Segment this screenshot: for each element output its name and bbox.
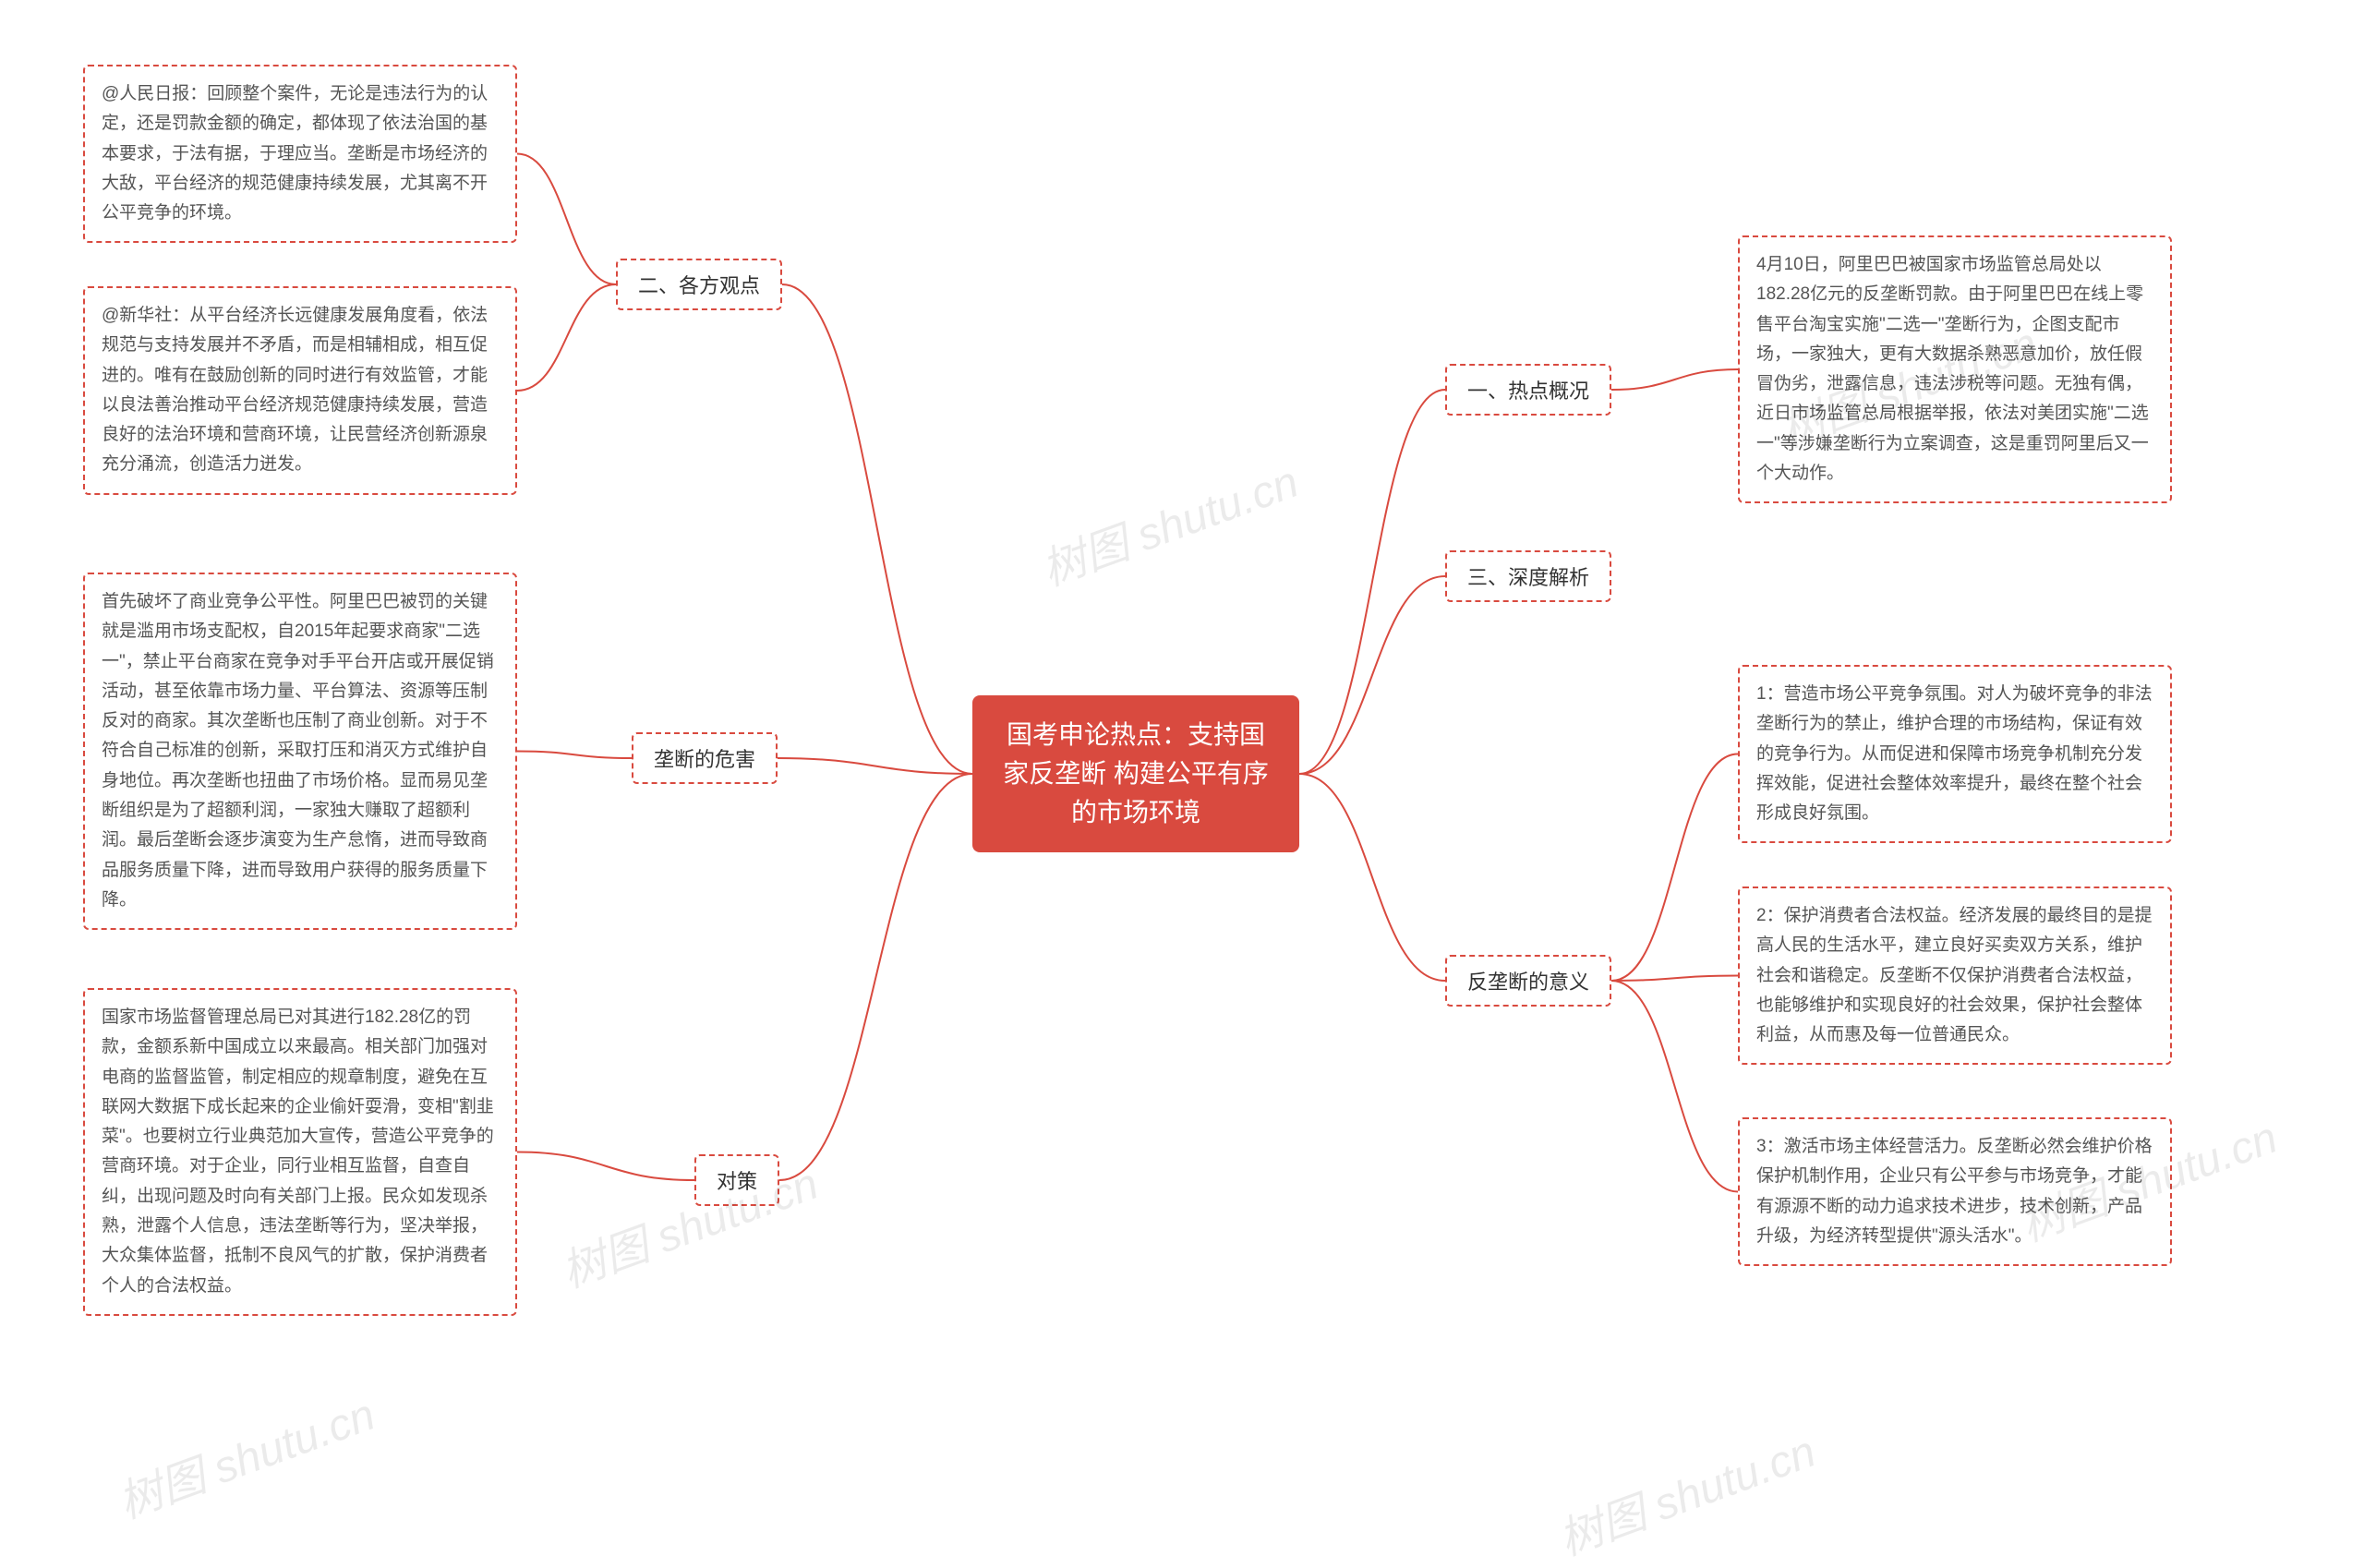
watermark: 树图 shutu.cn [1031,445,1306,597]
center-node[interactable]: 国考申论热点：支持国家反垄断 构建公平有序的市场环境 [972,695,1299,852]
watermark: 树图 shutu.cn [108,1378,382,1530]
leaf-node[interactable]: 3：激活市场主体经营活力。反垄断必然会维护价格保护机制作用，企业只有公平参与市场… [1738,1117,2172,1266]
leaf-node[interactable]: 国家市场监督管理总局已对其进行182.28亿的罚款，金额系新中国成立以来最高。相… [83,988,517,1316]
center-text: 国考申论热点：支持国家反垄断 构建公平有序的市场环境 [1003,720,1269,826]
leaf-node[interactable]: @人民日报：回顾整个案件，无论是违法行为的认定，还是罚款金额的确定，都体现了依法… [83,65,517,243]
leaf-node[interactable]: 4月10日，阿里巴巴被国家市场监管总局处以182.28亿元的反垄断罚款。由于阿里… [1738,235,2172,503]
branch-node[interactable]: 垄断的危害 [632,732,778,784]
branch-node[interactable]: 反垄断的意义 [1445,955,1611,1007]
branch-node[interactable]: 三、深度解析 [1445,550,1611,602]
leaf-node[interactable]: 首先破坏了商业竞争公平性。阿里巴巴被罚的关键就是滥用市场支配权，自2015年起要… [83,573,517,930]
leaf-node[interactable]: @新华社：从平台经济长远健康发展角度看，依法规范与支持发展并不矛盾，而是相辅相成… [83,286,517,495]
branch-node[interactable]: 对策 [694,1154,779,1206]
watermark: 树图 shutu.cn [551,1147,826,1299]
branch-node[interactable]: 一、热点概况 [1445,364,1611,416]
watermark: 树图 shutu.cn [1549,1415,1823,1567]
mindmap-canvas: 国考申论热点：支持国家反垄断 构建公平有序的市场环境 二、各方观点垄断的危害对策… [0,0,2364,1559]
branch-node[interactable]: 二、各方观点 [616,259,782,310]
leaf-node[interactable]: 1：营造市场公平竞争氛围。对人为破坏竞争的非法垄断行为的禁止，维护合理的市场结构… [1738,665,2172,843]
leaf-node[interactable]: 2：保护消费者合法权益。经济发展的最终目的是提高人民的生活水平，建立良好买卖双方… [1738,887,2172,1065]
